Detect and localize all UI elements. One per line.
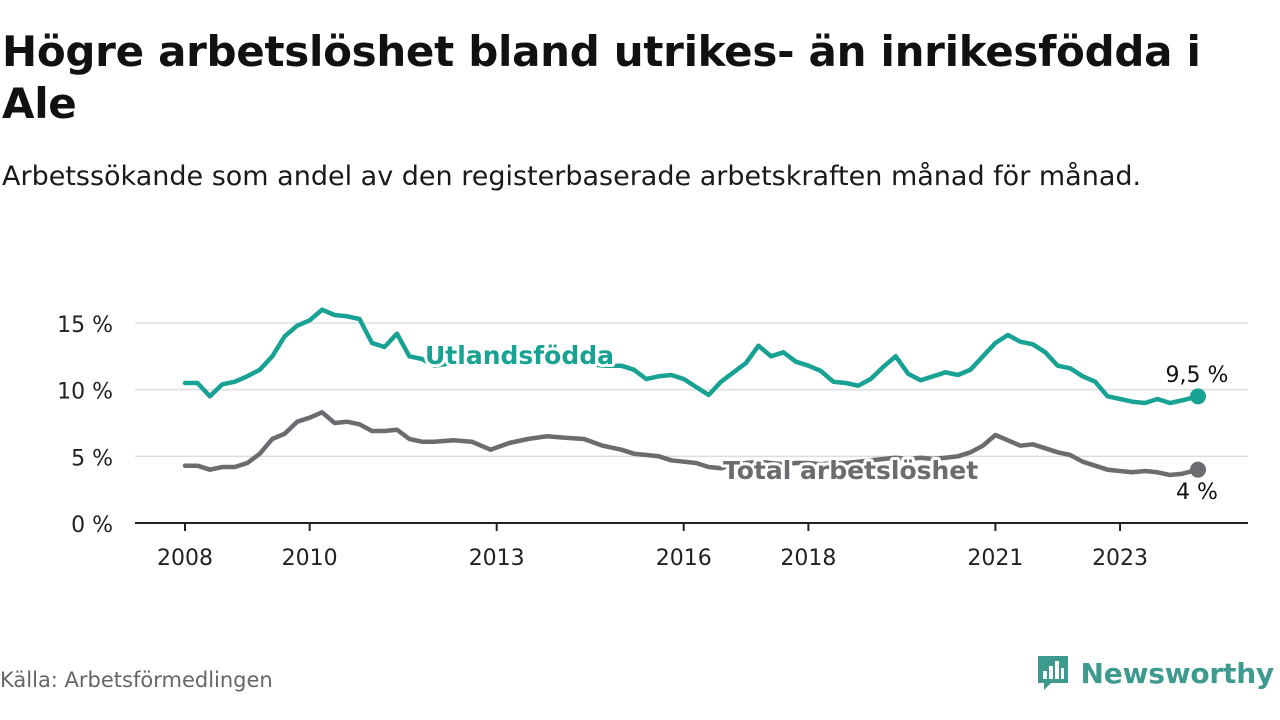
x-tick-label: 2018 [780, 546, 836, 571]
y-axis-labels: 0 % 5 % 10 % 15 % [57, 313, 113, 538]
series-end-point-1 [1190, 461, 1206, 478]
series-line-0 [182, 307, 1201, 406]
source-note: Källa: Arbetsförmedlingen [0, 668, 273, 692]
x-axis: 2008 2010 2013 2016 2018 2021 2023 [135, 522, 1248, 571]
x-tick-label: 2010 [282, 546, 338, 571]
x-tick-label: 2016 [656, 546, 712, 571]
chart-subtitle: Arbetssökande som andel av den registerb… [2, 161, 1142, 192]
x-tick-label: 2013 [469, 546, 525, 571]
series-name-label: Utlandsfödda [425, 341, 614, 370]
x-tick-label: 2023 [1092, 546, 1148, 571]
series-end-value-label: 9,5 % [1166, 363, 1229, 388]
brand-name: Newsworthy [1080, 656, 1275, 690]
series-labels: Utlandsfödda Total arbetslöshet 9,5 % 4 % [422, 338, 1230, 507]
x-tick-label: 2021 [967, 546, 1023, 571]
series-line-1 [182, 410, 1201, 478]
y-tick-label: 5 % [71, 446, 113, 471]
series-end-value-label: 4 % [1176, 480, 1218, 505]
y-tick-label: 10 % [57, 380, 113, 405]
brand-logo[interactable]: Newsworthy [1035, 652, 1274, 694]
series-name-label: Total arbetslöshet [723, 456, 978, 485]
y-tick-label: 15 % [57, 313, 113, 338]
gridlines [135, 322, 1248, 458]
x-tick-label: 2008 [157, 546, 213, 571]
y-tick-label: 0 % [71, 513, 113, 538]
series-end-point-0 [1190, 388, 1206, 405]
series-lines [182, 307, 1206, 478]
chart-title: Högre arbetslöshet bland utrikes- än inr… [2, 27, 1201, 128]
newsworthy-logo-icon [1037, 656, 1068, 690]
